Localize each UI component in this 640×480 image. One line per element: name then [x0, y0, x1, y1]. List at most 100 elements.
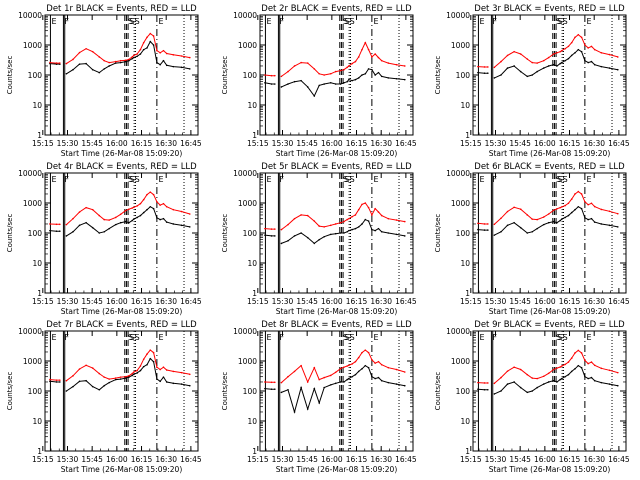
series-lld-point — [561, 365, 563, 367]
series-events-point — [346, 230, 348, 233]
series-events-point — [72, 385, 74, 388]
series-events-point — [343, 232, 345, 234]
series-lld-point — [580, 36, 583, 39]
interval-marker-label: SS — [130, 175, 140, 184]
series-lld-point — [377, 211, 380, 213]
series-lld-point — [567, 202, 570, 205]
series-events-point — [387, 232, 390, 234]
series-lld-point — [371, 214, 373, 216]
series-lld-point — [280, 381, 283, 384]
y-axis-label: Counts/sec — [6, 372, 14, 411]
interval-marker-label: E — [158, 17, 163, 26]
series-lld-point — [377, 360, 380, 363]
series-lld-point — [136, 369, 138, 372]
series-lld-point — [564, 47, 566, 50]
series-events-point — [313, 242, 316, 245]
x-tick-label: 15:30 — [485, 455, 507, 464]
series-events-point — [149, 205, 152, 208]
series-lld-point — [600, 208, 603, 211]
series-lld-point — [136, 205, 138, 207]
panel-title: Det 1r BLACK = Events, RED = LLD — [46, 4, 197, 14]
series-events-point — [91, 226, 94, 229]
series-lld-point — [103, 376, 106, 378]
series-events-point — [354, 227, 357, 230]
y-tick-label: 1 — [465, 131, 470, 140]
series-lld-point — [65, 379, 68, 382]
interval-marker-label: S — [128, 333, 133, 342]
interval-marker-label: SS — [345, 175, 355, 184]
x-tick-label: 16:30 — [370, 139, 392, 148]
series-events-point — [374, 74, 376, 76]
series-lld-point — [493, 223, 496, 226]
series-events-point — [556, 221, 558, 224]
series-events-point — [329, 384, 332, 386]
y-tick-label: 10000 — [446, 11, 470, 20]
series-events-point — [487, 72, 489, 74]
series-lld-point — [483, 382, 486, 384]
series-events-point — [547, 381, 550, 383]
series-lld-point — [513, 206, 515, 209]
series-events-point — [72, 230, 74, 233]
series-events-point — [593, 221, 596, 223]
interval-marker-label: E — [52, 333, 57, 342]
x-tick-label: 15:15 — [32, 297, 54, 306]
series-lld-point — [380, 59, 383, 62]
series-events-point — [306, 408, 309, 410]
series-lld-line — [477, 349, 618, 384]
x-tick-label: 16:45 — [395, 455, 417, 464]
series-events-point — [142, 48, 145, 51]
interval-marker-label: SS — [345, 17, 355, 26]
series-lld-point — [306, 214, 309, 217]
series-events-point — [487, 229, 489, 231]
series-lld-point — [367, 48, 370, 51]
x-tick-label: 15:45 — [509, 455, 531, 464]
series-events-point — [152, 207, 155, 210]
series-lld-point — [172, 370, 175, 373]
series-lld-point — [334, 371, 337, 374]
series-events-point — [361, 367, 363, 370]
series-events-point — [574, 51, 576, 54]
series-lld-point — [354, 60, 357, 63]
y-tick-label: 1000 — [451, 199, 470, 208]
series-lld-point — [318, 225, 321, 227]
y-tick-label: 100 — [243, 71, 258, 80]
series-events-point — [339, 381, 342, 383]
series-lld-point — [274, 381, 276, 384]
series-events-point — [139, 369, 142, 372]
series-events-point — [403, 235, 406, 237]
series-lld-point — [556, 51, 558, 54]
series-events-point — [367, 366, 370, 369]
series-events-point — [506, 224, 509, 227]
series-lld-point — [293, 370, 296, 373]
series-events-point — [584, 217, 586, 219]
series-events-point — [483, 72, 486, 74]
series-events-point — [564, 59, 566, 62]
series-lld-point — [142, 358, 145, 360]
series-events-point — [334, 382, 337, 385]
series-lld-point — [119, 213, 122, 216]
series-lld-point — [98, 214, 101, 217]
series-events-point — [561, 61, 563, 64]
series-lld-point — [72, 217, 74, 220]
x-tick-label: 15:45 — [296, 455, 318, 464]
series-events-point — [318, 84, 321, 87]
series-lld-point — [593, 48, 596, 51]
series-events-point — [542, 223, 545, 226]
series-events-point — [600, 381, 603, 384]
interval-marker-label: S — [343, 333, 348, 342]
interval-marker-label: SS — [130, 333, 140, 342]
series-events-point — [493, 234, 496, 236]
series-lld-point — [570, 198, 573, 200]
series-lld-point — [574, 352, 576, 354]
series-events-point — [300, 79, 302, 82]
series-events-point — [387, 77, 390, 79]
series-events-point — [580, 207, 583, 210]
series-lld-point — [114, 216, 117, 219]
x-tick-label: 16:30 — [155, 297, 177, 306]
series-lld-point — [616, 371, 619, 374]
series-lld-point — [264, 381, 266, 383]
series-lld-line — [49, 191, 190, 225]
x-tick-label: 15:15 — [32, 139, 54, 148]
interval-marker-label: E — [373, 175, 378, 184]
interval-marker-label: F — [279, 333, 284, 342]
